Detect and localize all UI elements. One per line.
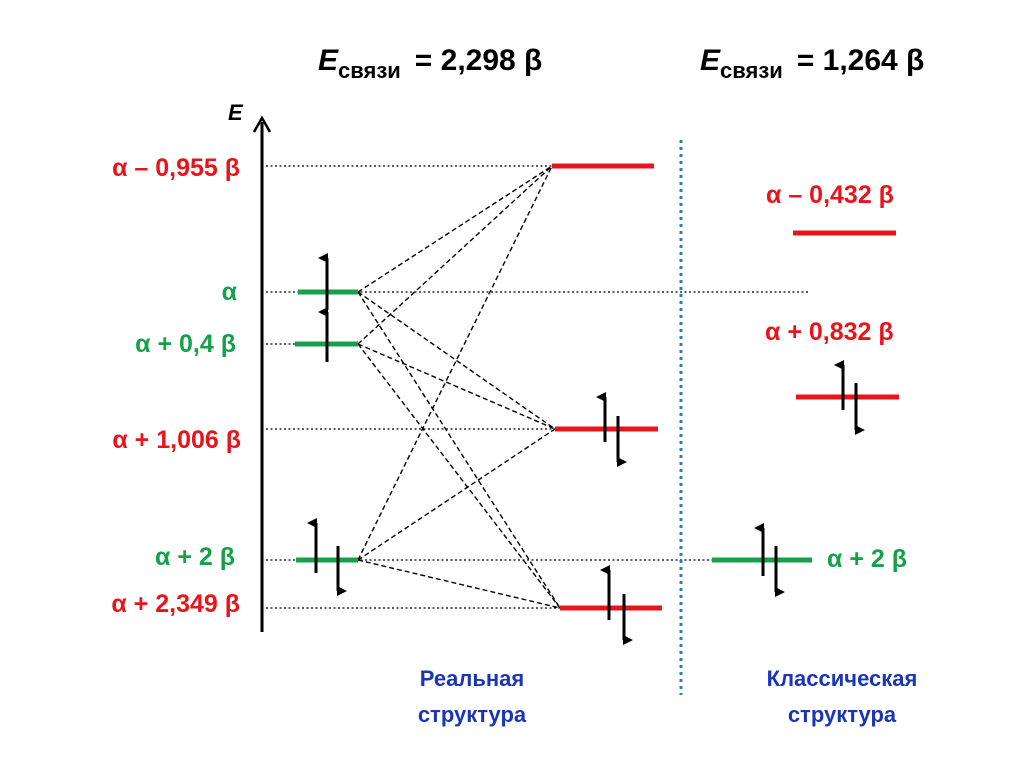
correlation-line <box>357 291 556 430</box>
real-levels <box>552 163 662 611</box>
correlation-lines <box>357 165 561 609</box>
electron-arrows <box>307 253 865 645</box>
energy-axis-arrowhead <box>252 115 272 133</box>
left-level-labels: α – 0,955 β α α + 0,4 β α + 1,006 β α + … <box>111 154 241 618</box>
correlation-line <box>357 165 553 561</box>
classic-e-value: = 1,264 β <box>797 44 925 77</box>
classic-e-subscript: связи <box>720 58 783 83</box>
level-label: α + 2,349 β <box>111 590 240 618</box>
level-label: α + 1,006 β <box>112 426 241 454</box>
classic-structure-caption: Классическая структура <box>767 666 918 727</box>
caption-line: Реальная <box>420 666 524 691</box>
correlation-line <box>357 343 556 430</box>
caption-line: структура <box>418 702 527 727</box>
caption-line: Классическая <box>767 666 918 691</box>
classic-level-label: α + 0,832 β <box>765 318 894 346</box>
caption-line: структура <box>788 702 897 727</box>
level-label: α – 0,955 β <box>112 154 240 182</box>
real-e-subscript: связи <box>338 58 401 83</box>
correlation-line <box>357 165 553 345</box>
classic-e-symbol: E <box>700 44 721 77</box>
real-bond-energy: Eсвязи = 2,298 β <box>318 44 542 83</box>
real-e-value: = 2,298 β <box>415 44 543 77</box>
correlation-line <box>357 343 561 609</box>
level-label: α + 2 β <box>155 543 235 571</box>
level-guides <box>266 165 810 609</box>
classic-level-label: α + 2 β <box>827 545 907 573</box>
classic-level-label: α – 0,432 β <box>766 181 894 209</box>
real-structure-caption: Реальная структура <box>418 666 527 727</box>
real-e-symbol: E <box>318 44 339 77</box>
correlation-line <box>357 559 561 609</box>
correlation-line <box>357 291 561 609</box>
level-label: α + 0,4 β <box>135 330 236 358</box>
energy-axis-label: E <box>228 100 244 125</box>
level-label: α <box>222 278 238 306</box>
classic-bond-energy: Eсвязи = 1,264 β <box>700 44 924 83</box>
correlation-line <box>357 428 556 561</box>
correlation-line <box>357 165 553 293</box>
